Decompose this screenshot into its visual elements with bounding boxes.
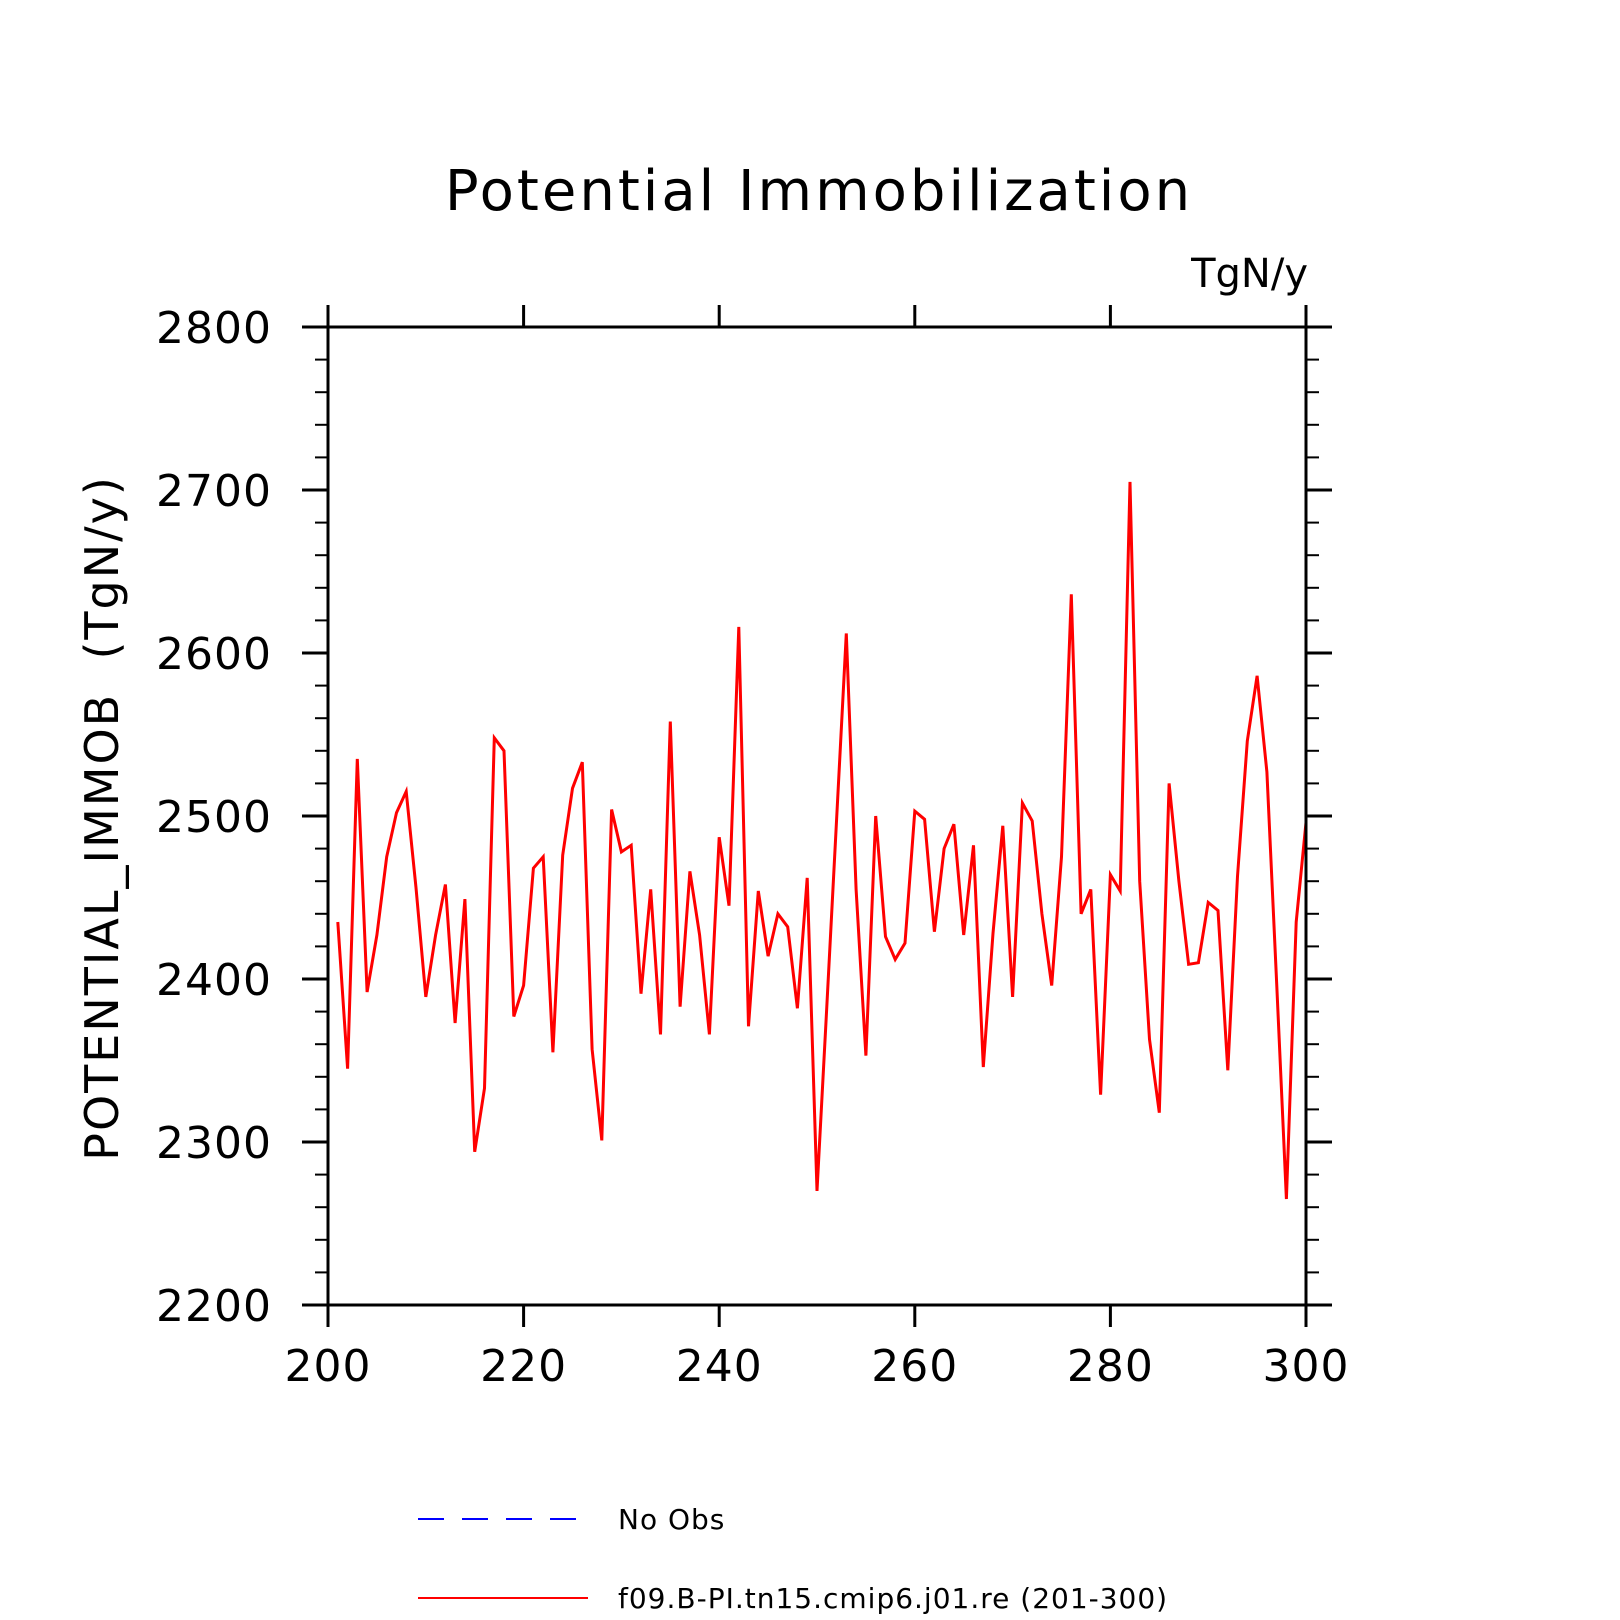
series-line bbox=[336, 481, 1308, 1200]
y-axis-label: POTENTIAL_IMMOB (TgN/y) bbox=[75, 475, 129, 1161]
x-tick-label: 220 bbox=[480, 1341, 567, 1392]
plot-marks bbox=[336, 481, 1308, 1200]
axes: 200 220 240 260 280 300 2200 2300 2400 2500 2600 27… bbox=[156, 303, 1350, 1392]
x-tick-label: 260 bbox=[871, 1341, 958, 1392]
legend-label: No Obs bbox=[618, 1503, 725, 1536]
y-tick-label: 2800 bbox=[156, 303, 272, 354]
y-tick-label: 2600 bbox=[156, 629, 272, 680]
x-tick-label: 280 bbox=[1067, 1341, 1154, 1392]
chart-title: Potential Immobilization bbox=[445, 159, 1193, 224]
x-tick-label: 200 bbox=[285, 1341, 372, 1392]
x-tick-label: 300 bbox=[1263, 1341, 1350, 1392]
units-label: TgN/y bbox=[1190, 251, 1308, 297]
y-tick-label: 2500 bbox=[156, 792, 272, 843]
legend-label: f09.B-PI.tn15.cmip6.j01.re (201-300) bbox=[618, 1582, 1168, 1615]
y-tick-label: 2300 bbox=[156, 1118, 272, 1169]
x-tick-label: 240 bbox=[676, 1341, 763, 1392]
legend: No Obs f09.B-PI.tn15.cmip6.j01.re (201-30… bbox=[418, 1503, 1168, 1615]
y-tick-label: 2400 bbox=[156, 955, 272, 1006]
y-tick-label: 2700 bbox=[156, 466, 272, 517]
y-tick-label: 2200 bbox=[156, 1281, 272, 1332]
